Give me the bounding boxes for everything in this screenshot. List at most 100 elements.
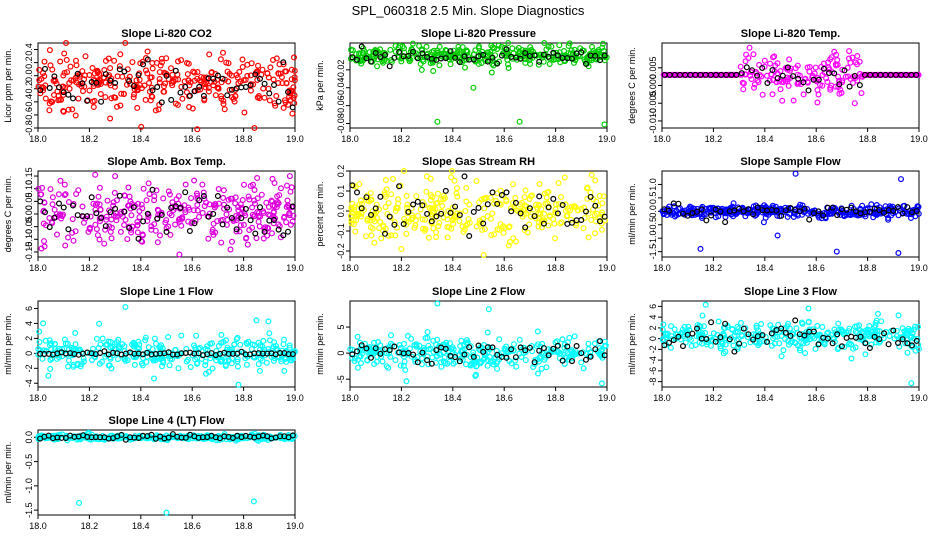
data-point	[851, 72, 858, 79]
data-point	[388, 332, 395, 339]
data-point	[507, 238, 514, 245]
data-point	[196, 83, 203, 90]
data-point	[112, 79, 119, 86]
data-point	[261, 94, 268, 101]
data-point	[363, 55, 370, 62]
data-point	[387, 340, 394, 347]
data-point	[134, 104, 141, 111]
data-point	[159, 363, 166, 370]
scatter-points	[35, 39, 298, 133]
data-point	[418, 66, 425, 73]
data-point	[187, 364, 194, 371]
data-point	[487, 48, 494, 55]
plot-frame	[349, 42, 608, 129]
data-point	[189, 105, 196, 112]
data-point	[540, 220, 547, 227]
scatter-points	[35, 429, 298, 516]
data-point	[433, 229, 440, 236]
data-point	[582, 208, 589, 215]
y-tick-label: 0.2	[336, 165, 346, 178]
data-point	[784, 320, 791, 327]
data-point	[193, 190, 200, 197]
data-point	[485, 306, 492, 313]
data-point	[130, 354, 137, 361]
data-point	[535, 223, 542, 230]
data-point	[175, 365, 182, 372]
data-point	[411, 224, 418, 231]
data-point	[592, 52, 599, 59]
data-point	[750, 51, 757, 58]
data-point	[768, 342, 775, 349]
data-point	[441, 195, 448, 202]
data-point	[285, 88, 292, 95]
data-point	[65, 106, 72, 113]
data-point	[522, 347, 529, 354]
data-point	[735, 344, 742, 351]
data-point	[368, 232, 375, 239]
data-point	[568, 358, 575, 365]
data-point	[94, 232, 101, 239]
data-point	[37, 87, 44, 94]
data-point	[201, 203, 208, 210]
data-point	[395, 196, 402, 203]
data-point	[377, 193, 384, 200]
data-point	[756, 61, 763, 68]
data-point	[491, 231, 498, 238]
x-tick-label: 19.0	[910, 393, 928, 403]
data-point	[151, 197, 158, 204]
data-point	[155, 106, 162, 113]
data-point	[353, 51, 360, 58]
data-point	[145, 180, 152, 187]
data-point	[148, 431, 155, 438]
data-point	[242, 205, 249, 212]
data-point	[231, 98, 238, 105]
data-point	[284, 197, 291, 204]
chart-panel-6: Slope Sample Flow 18.0 18.2 18.4 18.6 18.8 19.…	[627, 156, 928, 273]
data-point	[494, 365, 501, 372]
x-tick-label: 19.0	[286, 393, 304, 403]
data-point	[449, 168, 456, 175]
data-point	[46, 224, 53, 231]
data-point	[59, 213, 66, 220]
data-point	[67, 63, 74, 70]
data-point	[393, 204, 400, 211]
data-point	[139, 58, 146, 65]
data-point	[536, 58, 543, 65]
y-tick-label: -1.0	[648, 230, 658, 246]
data-point	[524, 229, 531, 236]
data-point	[848, 333, 855, 340]
data-point	[462, 208, 469, 215]
data-point	[740, 208, 747, 215]
data-point	[739, 79, 746, 86]
y-tick-label: 5	[336, 325, 346, 330]
data-point	[661, 342, 668, 349]
data-point	[145, 214, 152, 221]
data-point	[379, 358, 386, 365]
data-point	[153, 187, 160, 194]
data-point	[48, 98, 55, 105]
data-point	[509, 45, 516, 52]
data-point	[466, 219, 473, 226]
data-point	[372, 205, 379, 212]
data-point	[824, 78, 831, 85]
y-tick-label: -2	[648, 345, 658, 353]
data-point	[536, 347, 543, 354]
x-tick-label: 18.0	[29, 134, 47, 144]
data-point	[255, 361, 262, 368]
y-tick-label: 0.0	[648, 205, 658, 218]
data-point	[748, 76, 755, 83]
data-point	[72, 57, 79, 64]
data-point	[223, 59, 230, 66]
data-point	[693, 208, 700, 215]
data-point	[425, 342, 432, 349]
data-point	[670, 337, 677, 344]
data-point	[194, 207, 201, 214]
data-point	[93, 79, 100, 86]
data-point	[94, 200, 101, 207]
y-tick-label: -0.005	[648, 90, 658, 116]
data-point	[194, 202, 201, 209]
data-point	[128, 212, 135, 219]
data-point	[102, 94, 109, 101]
data-point	[46, 215, 53, 222]
data-point	[165, 334, 172, 341]
